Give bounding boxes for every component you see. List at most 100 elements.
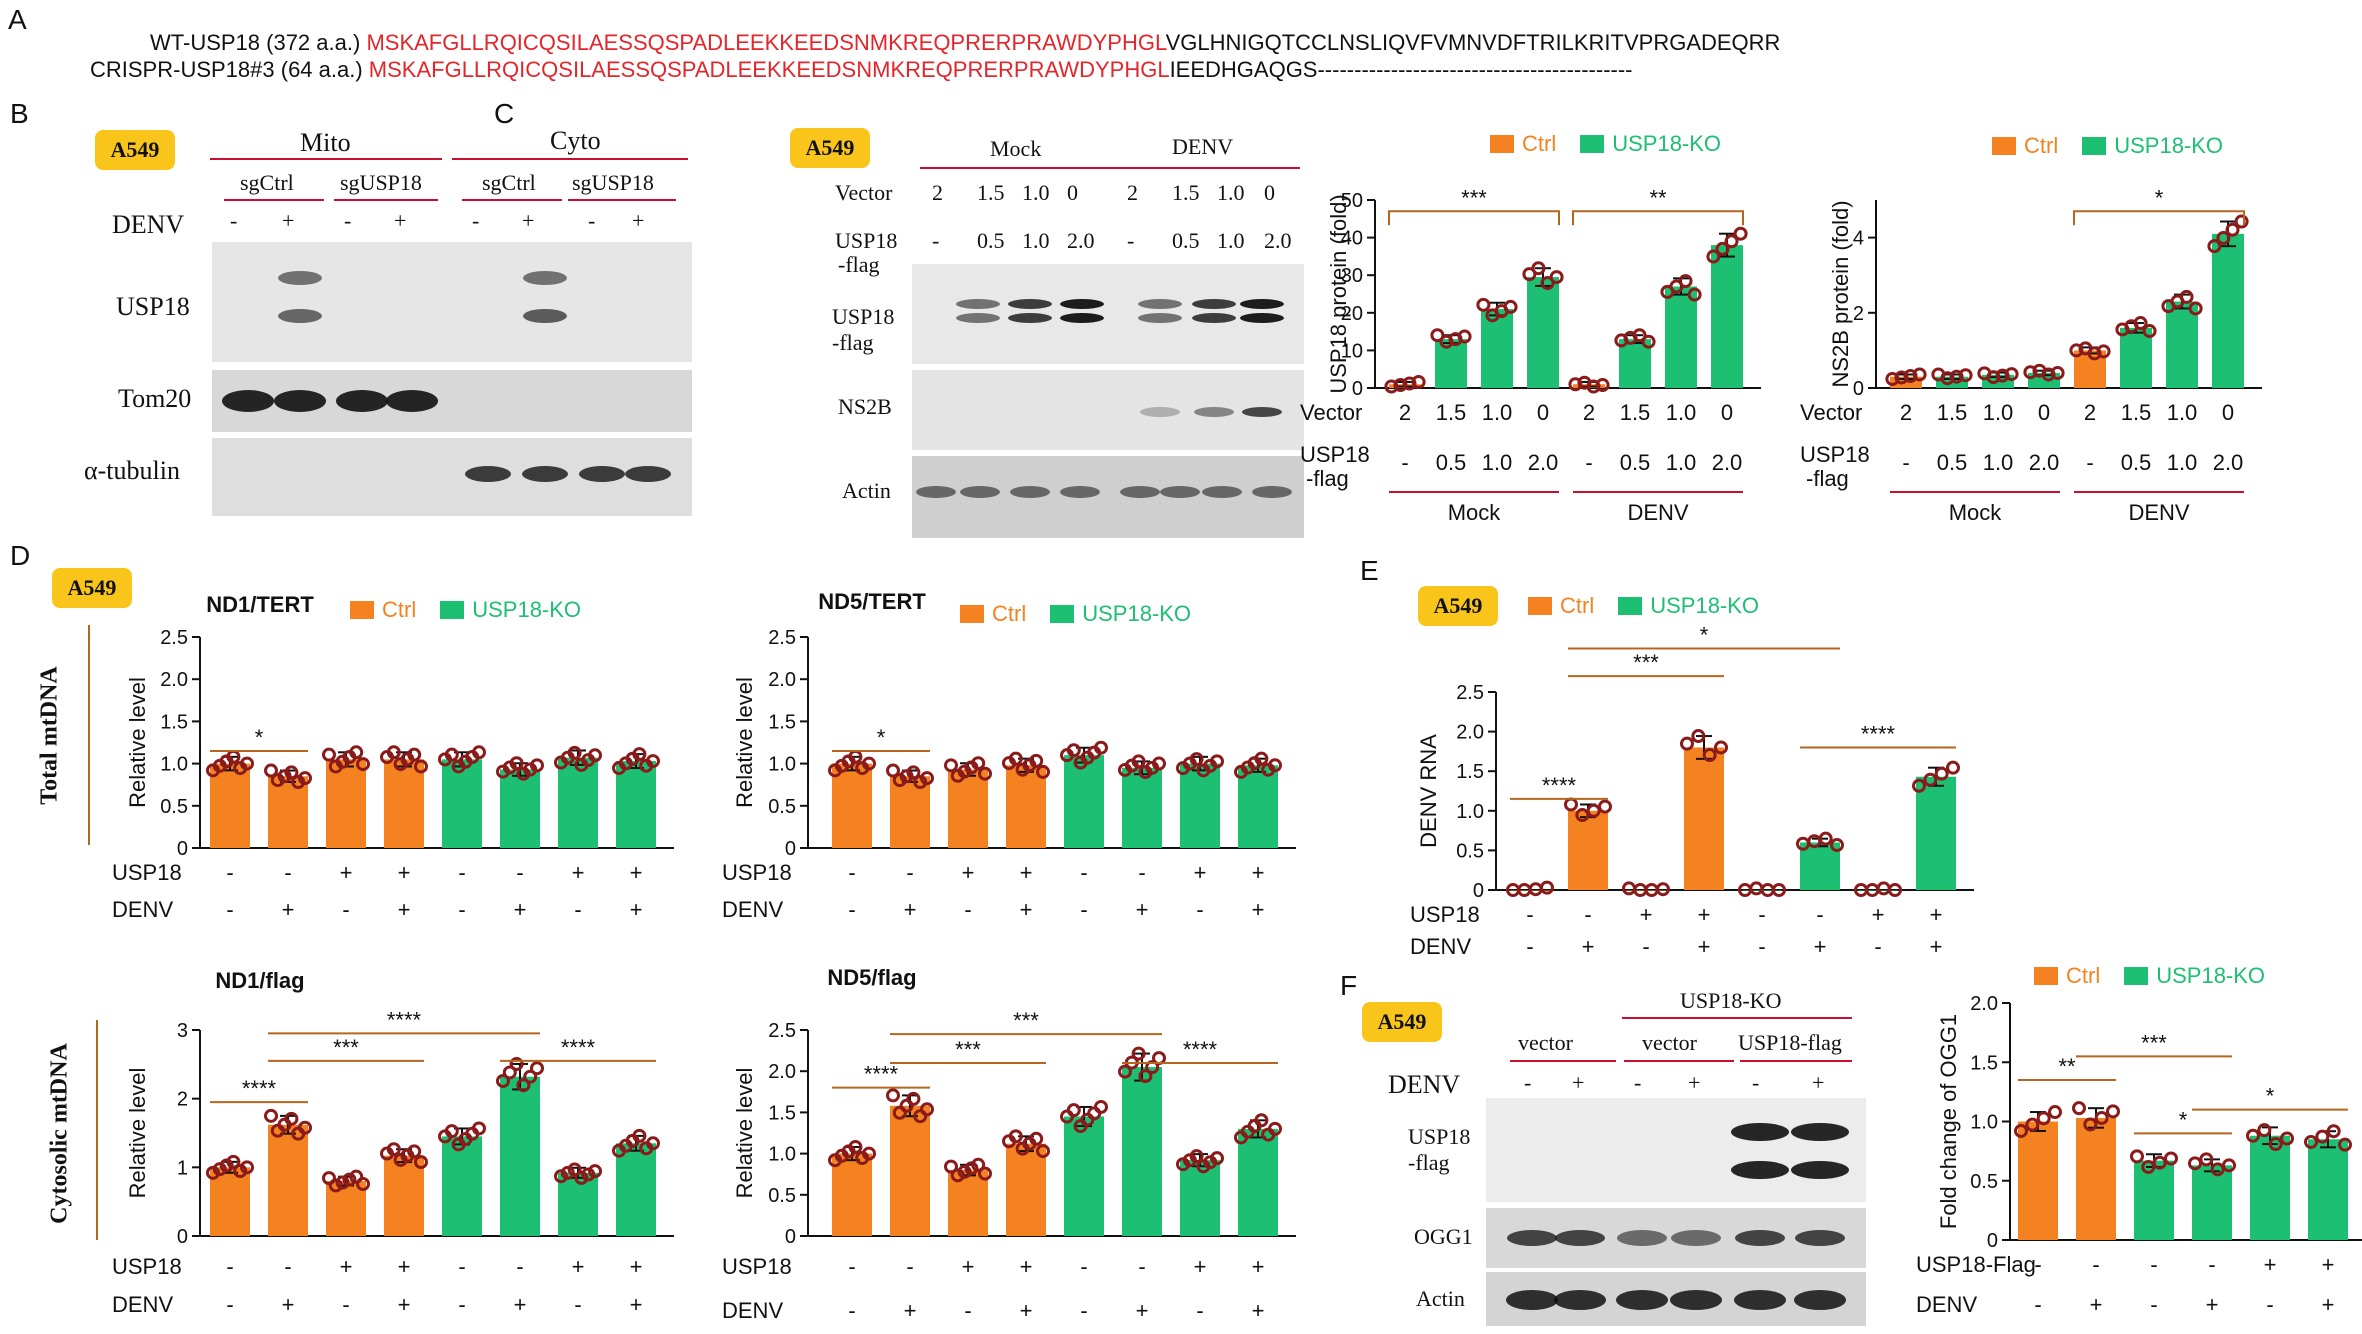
data-point (1876, 881, 1891, 896)
row2-value: 0.5 (2121, 450, 2152, 475)
data-point (2106, 1104, 2120, 1119)
seq-wt: WT-USP18 (372 a.a.) MSKAFGLLRQICQSILAESS… (150, 30, 1780, 56)
row2-value: - (2266, 1292, 2273, 1317)
row1-value: 1.0 (1983, 400, 2014, 425)
data-point (892, 773, 907, 788)
data-point (277, 769, 292, 784)
y-tick-label: 2.5 (160, 627, 188, 649)
panel-label-a: A (8, 4, 27, 35)
y-tick-label: 2.0 (768, 669, 796, 691)
blot-c-usp-2: 1.0 (1022, 228, 1050, 253)
bar (1122, 1067, 1162, 1236)
data-point (848, 1140, 863, 1155)
row2-value: - (458, 1292, 465, 1317)
row2-value: 2.0 (2029, 450, 2060, 475)
data-point (1457, 329, 1472, 344)
row2-value: - (574, 1292, 581, 1317)
seq-wt-label: WT-USP18 (372 a.a.) (150, 30, 361, 55)
y-tick-label: 0 (177, 1226, 188, 1248)
row2-value: + (630, 1292, 643, 1317)
row1-value: + (340, 860, 353, 885)
data-point (906, 765, 921, 780)
row2-value: - (964, 1298, 971, 1323)
blot-c-usp-5: 0.5 (1172, 228, 1200, 253)
band-f-flag-upper (1791, 1123, 1849, 1141)
row1-value: - (906, 1254, 913, 1279)
y-tick-label: 1.5 (1456, 761, 1484, 783)
band-c-ns2b (1242, 407, 1282, 417)
data-point (862, 756, 876, 771)
y-tick-label: 1.0 (1456, 801, 1484, 823)
blot-b-treat-6: - (588, 208, 596, 233)
row1-value: + (1020, 1254, 1033, 1279)
y-axis-label: Relative level (125, 677, 150, 808)
data-point (349, 745, 364, 760)
y-tick-label: 2.0 (1970, 993, 1998, 1015)
row2-value: - (2086, 450, 2093, 475)
data-point (964, 1161, 979, 1176)
row2-value: - (458, 897, 465, 922)
legend-ko-label: USP18-KO (2114, 133, 2224, 159)
data-point (356, 757, 370, 772)
row1-value: + (2264, 1252, 2277, 1277)
data-point (1586, 803, 1601, 818)
row2-value: - (848, 1298, 855, 1323)
data-point (2188, 1156, 2202, 1171)
blot-c-usp-3: 2.0 (1067, 228, 1095, 253)
row1-value: - (516, 1254, 523, 1279)
data-point (322, 1171, 336, 1186)
data-point (240, 756, 254, 771)
data-point (2094, 1110, 2109, 1125)
bar (442, 759, 482, 848)
row2-value: 0.5 (1436, 450, 1467, 475)
data-point (414, 1155, 428, 1170)
row2-value: + (1020, 897, 1033, 922)
blot-b-treat-2: - (344, 208, 352, 233)
blot-f-flag-strip (1486, 1098, 1866, 1202)
data-point (1702, 748, 1717, 763)
data-point (1641, 334, 1656, 349)
data-point (2268, 1137, 2283, 1152)
data-point (2304, 1134, 2318, 1149)
row1-label: Vector (1800, 400, 1862, 425)
band-f-actin (1734, 1290, 1786, 1310)
data-point (906, 1091, 921, 1106)
legend-ctrl-swatch (1490, 135, 1514, 154)
row1-value: 0 (1721, 400, 1733, 425)
blot-f-row-flag: USP18 -flag (1408, 1124, 1471, 1175)
data-point (913, 774, 928, 789)
row1-value: - (1138, 860, 1145, 885)
row1-value: 1.0 (1482, 400, 1513, 425)
group-label: Mock (1949, 500, 2003, 525)
data-point (1531, 261, 1546, 276)
row2-value: + (514, 897, 527, 922)
y-tick-label: 2.0 (768, 1061, 796, 1083)
legend-ko-label: USP18-KO (1612, 131, 1722, 157)
data-point (899, 769, 914, 784)
data-point (496, 1073, 510, 1088)
data-point (444, 1124, 459, 1139)
data-point (920, 1102, 934, 1117)
data-point (2048, 1105, 2062, 1120)
data-point (1254, 1113, 1269, 1128)
data-point (1946, 760, 1960, 775)
bar (616, 1143, 656, 1236)
band-c-flag-lower (1008, 313, 1052, 323)
y-tick-label: 1 (177, 1157, 188, 1179)
y-tick-label: 4 (1853, 228, 1864, 250)
data-point (2257, 1123, 2272, 1138)
y-tick-label: 0 (1853, 378, 1864, 400)
data-point (386, 745, 401, 760)
row2-value: 2.0 (1712, 450, 1743, 475)
row1-label: USP18 (722, 860, 792, 885)
data-point (588, 748, 602, 763)
row1-value: + (1194, 1254, 1207, 1279)
blot-b-row-tubulin: α-tubulin (84, 456, 180, 485)
bar (2308, 1139, 2348, 1240)
blot-b-group-cyto: Cyto (550, 126, 601, 155)
chart-title: ND1/TERT (206, 592, 314, 617)
data-point (1934, 766, 1949, 781)
blot-c-vector-3: 0 (1067, 180, 1078, 205)
